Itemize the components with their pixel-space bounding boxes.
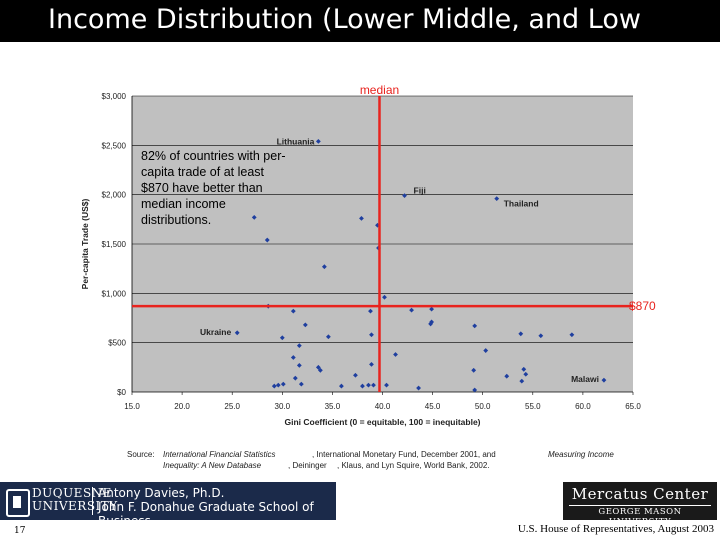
threshold-label: $870 [629, 299, 656, 313]
x-tick-label: 25.0 [224, 402, 240, 411]
duquesne-name-line: UNIVERSITY [32, 499, 118, 513]
x-tick-label: 45.0 [425, 402, 441, 411]
x-tick-label: 20.0 [174, 402, 190, 411]
source-label: Source: [127, 450, 155, 459]
x-tick-label: 60.0 [575, 402, 591, 411]
data-point [428, 321, 434, 327]
data-point [264, 237, 270, 243]
note-line: median income [141, 197, 226, 211]
data-point [325, 334, 331, 340]
page-number: 17 [14, 526, 26, 536]
x-axis-label: Gini Coefficient (0 = equitable, 100 = i… [284, 417, 480, 427]
y-tick-label: $0 [117, 388, 126, 397]
data-point [296, 343, 302, 349]
data-point [521, 366, 527, 372]
x-tick-label: 15.0 [124, 402, 140, 411]
author-name: Antony Davies, Ph.D. [98, 486, 225, 500]
source-inequality: Inequality: A New Database [163, 461, 262, 470]
author-school: John F. Donahue Graduate School of Busin… [98, 500, 314, 528]
mercatus-logo: Mercatus Center GEORGE MASON UNIVERSITY [563, 482, 717, 527]
point-label-malawi: Malawi [571, 374, 599, 384]
source-deininger: , Deininger [288, 461, 327, 470]
note-line: 82% of countries with per- [141, 149, 286, 163]
y-tick-label: $3,000 [102, 92, 127, 101]
y-tick-label: $1,500 [102, 240, 127, 249]
note-line: $870 have better than [141, 181, 263, 195]
note-line: capita trade of at least [141, 165, 264, 179]
data-point [519, 378, 525, 384]
data-point [569, 332, 575, 338]
annotation-note: 82% of countries with per- capita trade … [141, 148, 321, 228]
duquesne-banner: DUQUESNE UNIVERSITY Antony Davies, Ph.D.… [0, 482, 336, 528]
mercatus-university: GEORGE MASON UNIVERSITY [569, 505, 711, 527]
x-tick-label: 35.0 [325, 402, 341, 411]
title-bar: Income Distribution (Lower Middle, and L… [0, 0, 720, 42]
source-ifs: International Financial Statistics [163, 450, 276, 459]
x-tick-label: 65.0 [625, 402, 641, 411]
note-line: distributions. [141, 213, 212, 227]
data-point-malawi [601, 377, 607, 383]
source-imf: , International Monetary Fund, December … [312, 450, 496, 459]
source-squire: , Klaus, and Lyn Squire, World Bank, 200… [337, 461, 490, 470]
x-tick-label: 30.0 [275, 402, 291, 411]
author-info: Antony Davies, Ph.D. John F. Donahue Gra… [98, 486, 336, 528]
banner-divider [92, 487, 93, 515]
y-axis-label: Per-capita Trade (US$) [80, 198, 90, 289]
data-point [382, 294, 387, 300]
duquesne-name-line: DUQUESNE [32, 486, 112, 500]
source-measuring: Measuring Income [548, 450, 614, 459]
data-point-lithuania [315, 138, 321, 144]
scatter-chart: $0 $500 $1,000 $1,500 $2,000 $2,500 $3,000 15.0… [80, 83, 656, 427]
point-label-lithuania: Lithuania [277, 136, 315, 146]
data-point [317, 367, 323, 373]
slide-title: Income Distribution (Lower Middle, and L… [48, 4, 641, 35]
median-label: median [360, 83, 399, 97]
duquesne-name: DUQUESNE UNIVERSITY [32, 487, 118, 513]
data-point [315, 364, 321, 370]
y-tick-label: $2,000 [102, 191, 127, 200]
y-tick-label: $2,500 [102, 141, 127, 150]
y-tick-label: $500 [108, 339, 126, 348]
point-label-ukraine: Ukraine [200, 327, 231, 337]
data-point-fiji [402, 193, 407, 199]
x-tick-label: 55.0 [525, 402, 541, 411]
data-point [471, 367, 477, 373]
data-point [302, 322, 308, 328]
x-tick-label: 40.0 [375, 402, 391, 411]
mercatus-name: Mercatus Center [571, 485, 709, 503]
y-tick-label: $1,000 [102, 289, 127, 298]
duquesne-logo-icon [6, 489, 30, 517]
data-point [359, 215, 364, 221]
point-label-fiji: Fiji [414, 186, 426, 196]
x-tick-label: 50.0 [475, 402, 491, 411]
data-point-ukraine [234, 330, 240, 336]
point-label-thailand: Thailand [504, 199, 539, 209]
event-caption: U.S. House of Representatives, August 20… [517, 523, 714, 535]
data-point-thailand [494, 196, 500, 202]
